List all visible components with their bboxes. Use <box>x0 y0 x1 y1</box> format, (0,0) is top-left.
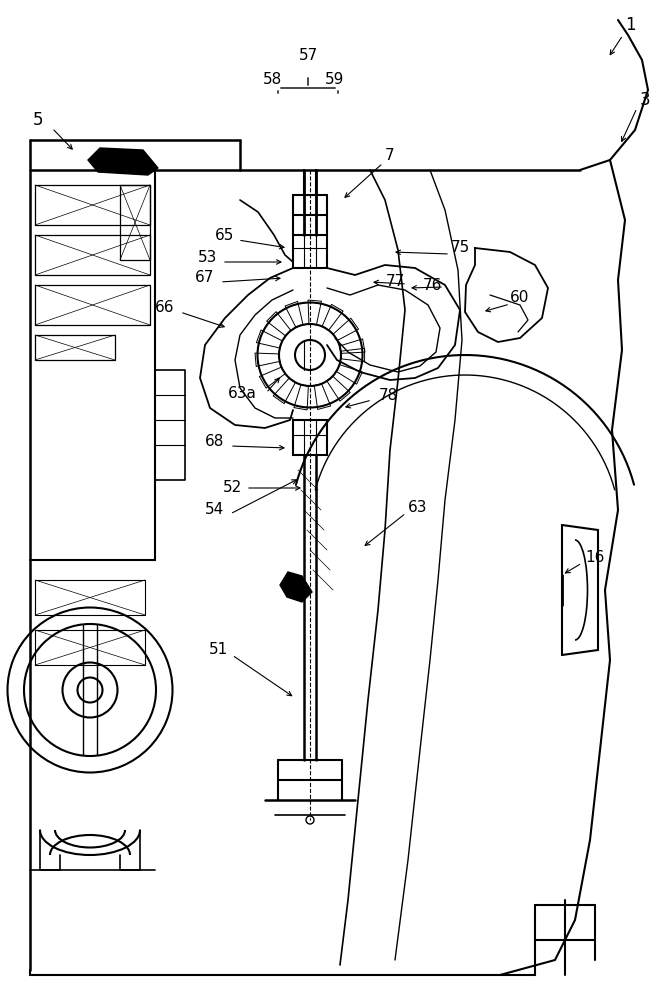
Polygon shape <box>280 572 312 602</box>
Text: 65: 65 <box>215 228 235 242</box>
Text: 7: 7 <box>385 147 395 162</box>
Text: 53: 53 <box>198 250 217 265</box>
Text: 51: 51 <box>208 643 227 658</box>
Text: 54: 54 <box>205 502 225 518</box>
Text: 60: 60 <box>510 290 530 306</box>
Text: 1: 1 <box>625 16 635 34</box>
Text: 3: 3 <box>640 91 650 109</box>
Text: 68: 68 <box>205 434 225 450</box>
Text: 66: 66 <box>155 300 175 316</box>
Text: 5: 5 <box>33 111 43 129</box>
Text: 59: 59 <box>325 73 345 88</box>
Text: 63: 63 <box>408 499 428 514</box>
Text: 16: 16 <box>586 550 605 566</box>
Text: 63a: 63a <box>227 385 256 400</box>
Text: 78: 78 <box>378 387 398 402</box>
Text: 75: 75 <box>450 240 470 255</box>
Text: 67: 67 <box>195 270 215 286</box>
Polygon shape <box>88 148 158 175</box>
Text: 77: 77 <box>386 274 405 290</box>
Text: 58: 58 <box>262 73 281 88</box>
Text: 52: 52 <box>222 481 241 495</box>
Text: 57: 57 <box>298 47 317 62</box>
Text: 76: 76 <box>422 277 442 292</box>
